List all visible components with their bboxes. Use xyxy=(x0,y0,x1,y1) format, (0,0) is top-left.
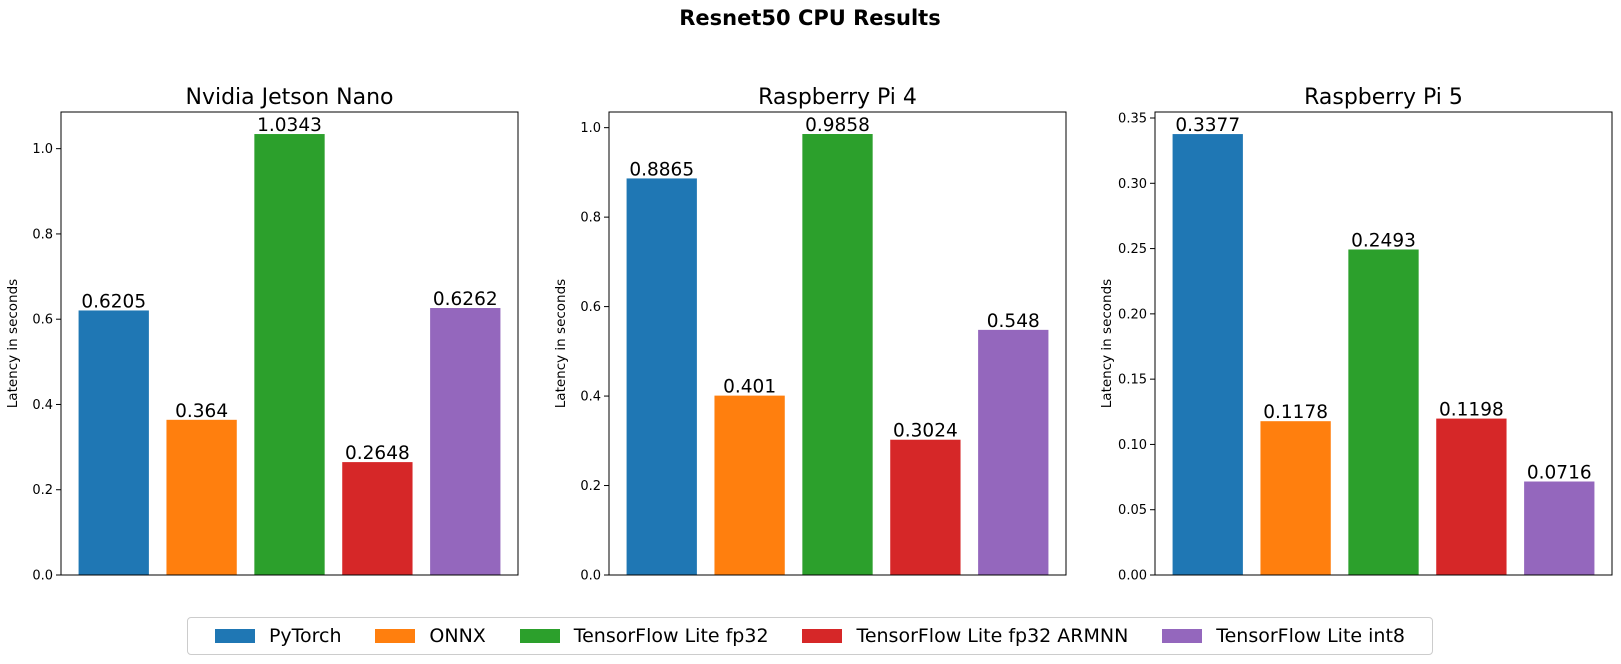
panel-title: Nvidia Jetson Nano xyxy=(186,85,394,110)
data-label-onnx: 0.1178 xyxy=(1263,402,1328,423)
legend: PyTorch ONNX TensorFlow Lite fp32 Tensor… xyxy=(187,617,1433,655)
data-label-tflite-fp32: 0.9858 xyxy=(805,115,870,136)
y-tick-label: 1.0 xyxy=(580,121,601,136)
data-label-tflite-fp32-armnn: 0.3024 xyxy=(893,421,958,442)
bar-tflite-fp32 xyxy=(802,134,873,575)
legend-swatch-tflite-int8 xyxy=(1162,629,1203,643)
legend-label-tflite-int8: TensorFlow Lite int8 xyxy=(1216,625,1405,647)
panel-title: Raspberry Pi 5 xyxy=(1304,85,1463,110)
y-tick-label: 0.30 xyxy=(1118,177,1147,192)
legend-item-pytorch: PyTorch xyxy=(214,625,342,647)
y-tick-label: 0.20 xyxy=(1118,307,1147,322)
bar-tflite-fp32 xyxy=(1348,249,1419,576)
axes-frame xyxy=(608,111,1067,576)
legend-label-pytorch: PyTorch xyxy=(268,625,342,647)
legend-label-tflite-fp32: TensorFlow Lite fp32 xyxy=(573,625,769,647)
y-tick-label: 0.2 xyxy=(580,479,601,494)
axes-frame xyxy=(60,111,519,576)
y-tick-label: 0.4 xyxy=(32,398,53,413)
y-axis-label: Latency in seconds xyxy=(553,279,569,408)
bar-tflite-int8 xyxy=(1524,481,1595,575)
legend-swatch-pytorch xyxy=(214,629,255,643)
legend-label-onnx: ONNX xyxy=(429,625,486,647)
data-label-pytorch: 0.6205 xyxy=(81,291,146,312)
y-axis-label: Latency in seconds xyxy=(1099,279,1115,408)
data-label-tflite-fp32: 0.2493 xyxy=(1351,230,1416,251)
data-label-tflite-int8: 0.0716 xyxy=(1527,463,1592,484)
bar-tflite-fp32-armnn xyxy=(342,462,413,575)
bar-tflite-int8 xyxy=(430,308,501,575)
y-tick-label: 0.6 xyxy=(32,313,53,328)
data-label-tflite-int8: 0.548 xyxy=(987,311,1040,332)
data-label-tflite-int8: 0.6262 xyxy=(433,289,498,310)
y-tick-label: 0.8 xyxy=(32,227,53,242)
y-axis-label: Latency in seconds xyxy=(5,279,21,408)
data-label-pytorch: 0.8865 xyxy=(629,159,694,180)
axes-frame xyxy=(1154,111,1613,576)
legend-item-tflite-int8: TensorFlow Lite int8 xyxy=(1162,625,1405,647)
bar-pytorch xyxy=(1172,134,1243,575)
y-tick-label: 0.00 xyxy=(1118,569,1147,584)
bar-pytorch xyxy=(78,310,149,575)
panel-title: Raspberry Pi 4 xyxy=(758,85,917,110)
data-label-tflite-fp32-armnn: 0.1198 xyxy=(1439,400,1504,421)
y-tick-label: 0.0 xyxy=(580,569,601,584)
bar-onnx xyxy=(1260,421,1331,575)
bar-tflite-int8 xyxy=(978,329,1049,575)
y-tick-label: 0.6 xyxy=(580,300,601,315)
bar-tflite-fp32 xyxy=(254,134,325,576)
legend-item-onnx: ONNX xyxy=(375,625,486,647)
figure-title: Resnet50 CPU Results xyxy=(679,6,940,30)
legend-item-tflite-fp32: TensorFlow Lite fp32 xyxy=(519,625,769,647)
chart-panel-1: 0.6205 0.364 1.0343 0.2648 0.6262 0.0 0.2 0.4 0.… xyxy=(5,85,519,584)
bar-tflite-fp32-armnn xyxy=(1436,418,1507,575)
y-tick-label: 0.2 xyxy=(32,483,53,498)
y-tick-label: 0.25 xyxy=(1118,242,1147,257)
chart-panel-2: 0.8865 0.401 0.9858 0.3024 0.548 0.0 0.2 0.4 0.6… xyxy=(553,85,1067,584)
data-label-tflite-fp32: 1.0343 xyxy=(257,115,322,136)
legend-swatch-tflite-fp32 xyxy=(519,629,560,643)
bar-onnx xyxy=(714,395,785,575)
legend-swatch-onnx xyxy=(375,629,416,643)
y-tick-label: 0.35 xyxy=(1118,112,1147,127)
bar-tflite-fp32-armnn xyxy=(890,439,961,575)
legend-item-tflite-fp32-armnn: TensorFlow Lite fp32 ARMNN xyxy=(802,625,1128,647)
y-tick-label: 0.8 xyxy=(580,211,601,226)
y-tick-label: 0.05 xyxy=(1118,503,1147,518)
bar-pytorch xyxy=(626,178,697,575)
data-label-pytorch: 0.3377 xyxy=(1175,115,1240,136)
chart-panel-3: 0.3377 0.1178 0.2493 0.1198 0.0716 0.00 0.05 0.… xyxy=(1099,85,1613,584)
data-label-onnx: 0.364 xyxy=(175,401,228,422)
bar-onnx xyxy=(166,419,237,575)
y-tick-label: 0.4 xyxy=(580,390,601,405)
y-tick-label: 0.15 xyxy=(1118,373,1147,388)
y-tick-label: 0.0 xyxy=(32,569,53,584)
legend-swatch-tflite-fp32-armnn xyxy=(802,629,843,643)
legend-label-tflite-fp32-armnn: TensorFlow Lite fp32 ARMNN xyxy=(856,625,1129,647)
data-label-tflite-fp32-armnn: 0.2648 xyxy=(345,443,410,464)
y-tick-label: 1.0 xyxy=(32,142,53,157)
y-tick-label: 0.10 xyxy=(1118,438,1147,453)
data-label-onnx: 0.401 xyxy=(723,377,776,398)
